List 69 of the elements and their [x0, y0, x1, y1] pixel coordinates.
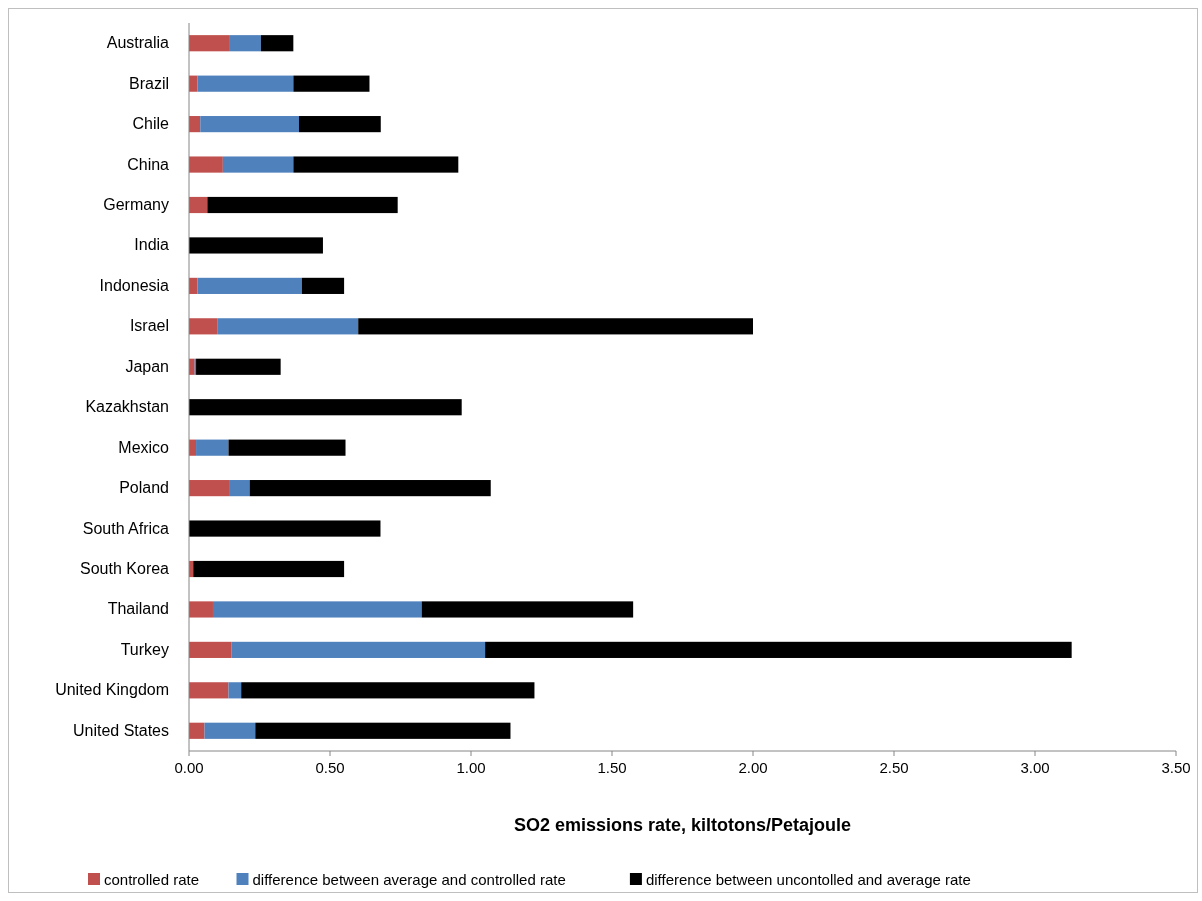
bar [249, 480, 491, 497]
bar [189, 682, 229, 699]
y-tick-label: Israel [129, 317, 169, 335]
bar [196, 358, 281, 375]
x-axis-title: SO2 emissions rate, kiltotons/Petajoule [513, 815, 852, 835]
y-tick-label: Australia [106, 34, 170, 52]
legend-label: controlled rate [104, 871, 200, 888]
y-tick-label: Japan [125, 357, 169, 375]
bar [301, 277, 345, 294]
bar [231, 641, 486, 658]
bar [189, 237, 323, 254]
bar [255, 722, 511, 739]
x-tick-label: 1.50 [597, 759, 627, 776]
y-tick-label: South Africa [82, 519, 170, 537]
bar [193, 560, 345, 578]
legend-label: difference between uncontolled and average rate [645, 871, 971, 888]
legend-label: difference between average and controlled rate [252, 871, 566, 888]
bar [241, 682, 535, 699]
bar [189, 156, 223, 173]
y-tick-label: Thailand [107, 600, 169, 618]
y-tick-label: Turkey [120, 640, 169, 658]
bar [189, 399, 462, 416]
bar [189, 480, 230, 497]
x-tick-label: 3.00 [1020, 759, 1050, 776]
y-tick-label: Poland [119, 479, 169, 497]
bar [293, 156, 459, 173]
y-tick-label: South Korea [80, 560, 170, 577]
bar [189, 601, 213, 618]
y-tick-label: Mexico [118, 438, 170, 456]
y-tick-label: Indonesia [99, 276, 170, 294]
x-tick-label: 1.00 [456, 759, 486, 776]
bar [229, 35, 261, 52]
bar [189, 520, 381, 537]
bar [189, 722, 205, 739]
x-tick-label: 3.50 [1161, 759, 1191, 776]
bar [207, 196, 398, 214]
bar [358, 318, 753, 335]
bar [421, 601, 634, 618]
bar [260, 35, 294, 52]
y-tick-label: Brazil [128, 74, 169, 92]
bar [228, 439, 346, 456]
bar [189, 318, 218, 335]
x-tick-label: 2.00 [738, 759, 768, 776]
bar [298, 116, 381, 133]
y-tick-label: United States [72, 721, 169, 739]
x-tick-label: 2.50 [879, 759, 909, 776]
y-tick-label: Kazakhstan [85, 398, 169, 416]
y-tick-label: Chile [132, 115, 170, 133]
y-tick-label: Germany [103, 196, 169, 213]
bar [204, 722, 256, 739]
bar [197, 75, 294, 92]
bar [222, 156, 294, 173]
bar [189, 641, 232, 658]
bar [485, 641, 1072, 658]
bar [217, 318, 359, 335]
bar [229, 480, 250, 497]
y-tick-label: China [127, 155, 170, 173]
bar [212, 601, 422, 618]
bar [293, 75, 370, 92]
bar [189, 196, 208, 214]
bar [228, 682, 242, 699]
x-tick-label: 0.50 [315, 759, 345, 776]
bar [196, 439, 229, 456]
x-tick-label: 0.00 [174, 759, 204, 776]
bar [189, 35, 230, 52]
y-tick-label: India [134, 236, 170, 254]
bar [197, 277, 302, 294]
y-tick-label: United Kingdom [55, 681, 169, 699]
bar [200, 116, 299, 133]
